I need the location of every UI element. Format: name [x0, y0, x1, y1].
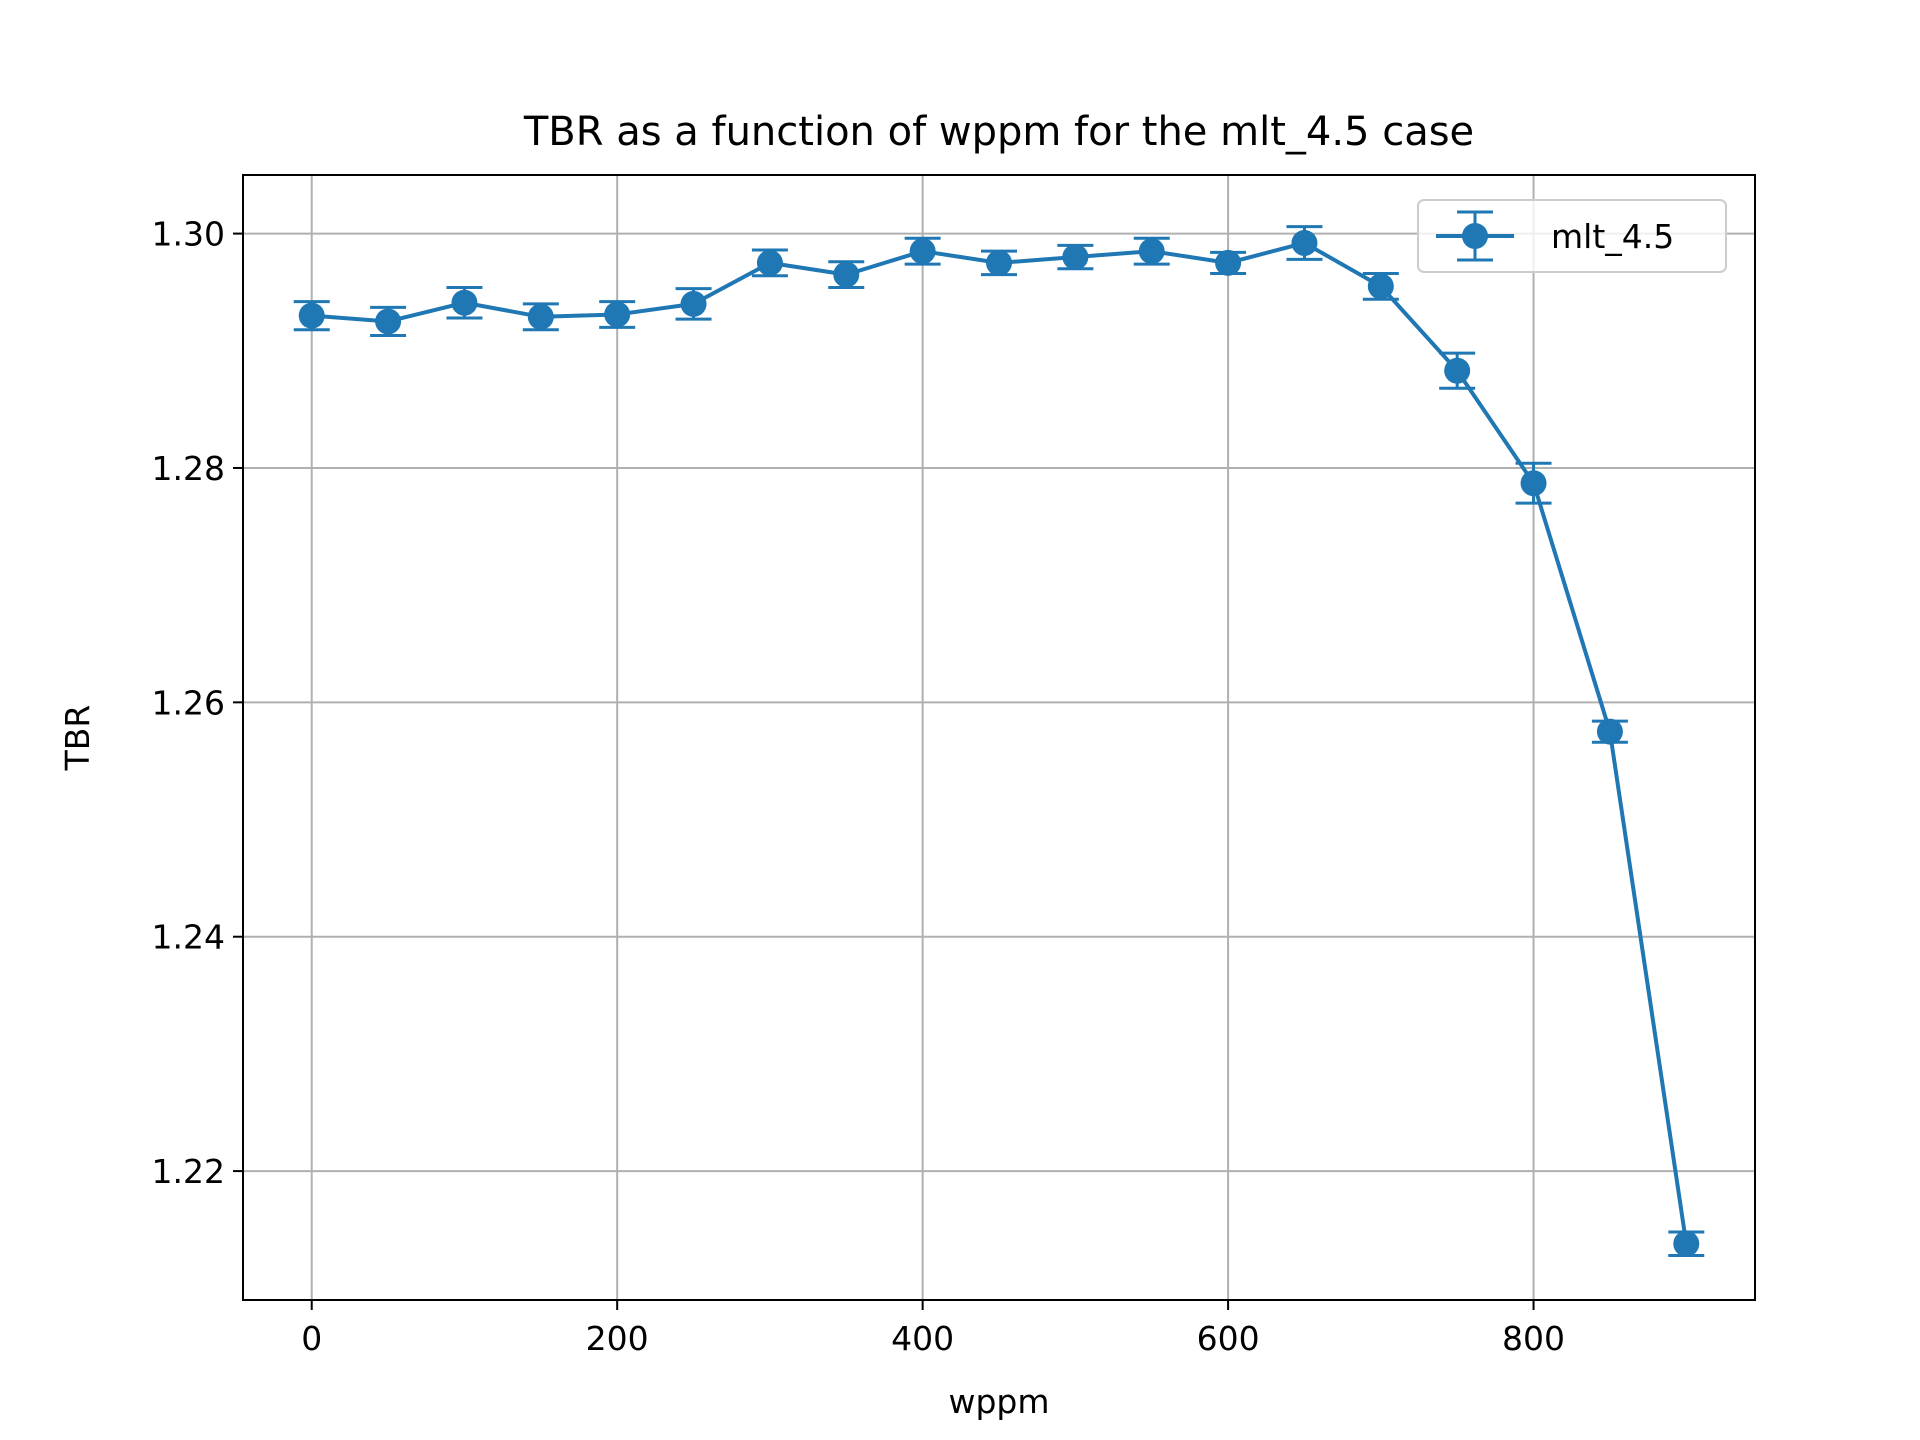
data-point	[375, 308, 402, 335]
y-tick-label: 1.24	[152, 918, 225, 957]
data-point	[680, 290, 707, 317]
plot-frame	[242, 174, 1756, 1301]
data-point	[1291, 229, 1318, 256]
legend-marker	[1462, 223, 1488, 249]
legend-box	[1417, 199, 1727, 273]
data-point	[298, 302, 325, 329]
data-point	[604, 301, 631, 328]
data-point	[1367, 273, 1394, 300]
data-point	[756, 249, 783, 276]
axes-ticks: 0 200 400 600 800 1.22 1.24 1.26 1.28 1.30	[152, 215, 1566, 1358]
y-tick-label: 1.26	[152, 683, 225, 722]
data-point	[451, 289, 478, 316]
y-axis-label: TBR	[58, 705, 97, 772]
legend: mlt_4.5	[1417, 199, 1727, 273]
y-tick-label: 1.28	[152, 449, 225, 488]
plot-area	[293, 225, 1705, 1257]
chart-title: TBR as a function of wppm for the mlt_4.…	[523, 109, 1474, 155]
x-tick-label: 0	[301, 1319, 322, 1358]
legend-label: mlt_4.5	[1551, 217, 1674, 256]
x-tick-label: 400	[891, 1319, 954, 1358]
data-point	[833, 261, 860, 288]
data-point	[1596, 718, 1623, 745]
data-point	[1138, 238, 1165, 265]
data-point	[909, 238, 936, 265]
data-point	[1062, 244, 1089, 271]
data-point	[1444, 357, 1471, 384]
x-tick-label: 800	[1502, 1319, 1565, 1358]
y-tick-label: 1.30	[152, 215, 225, 254]
data-point	[1520, 470, 1547, 497]
series-mlt_4.5	[293, 225, 1705, 1257]
data-point	[1215, 249, 1242, 276]
x-axis-label: wppm	[948, 1382, 1049, 1421]
x-tick-label: 600	[1197, 1319, 1260, 1358]
y-tick-label: 1.22	[152, 1152, 225, 1191]
data-point	[986, 249, 1012, 276]
data-point	[527, 303, 554, 330]
x-tick-label: 200	[586, 1319, 649, 1358]
data-point	[1673, 1230, 1700, 1257]
